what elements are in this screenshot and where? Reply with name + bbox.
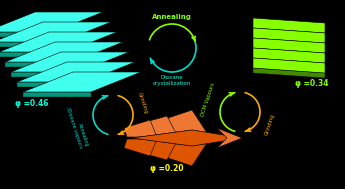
Polygon shape: [253, 18, 325, 33]
Polygon shape: [253, 38, 325, 48]
Polygon shape: [253, 68, 325, 78]
Text: Annealing: Annealing: [152, 14, 192, 20]
Text: DCM Vapours: DCM Vapours: [200, 83, 216, 118]
Polygon shape: [17, 62, 135, 82]
Text: φ =0.34: φ =0.34: [295, 78, 328, 88]
Polygon shape: [124, 139, 157, 156]
Polygon shape: [17, 82, 85, 87]
Polygon shape: [0, 32, 117, 52]
Polygon shape: [0, 12, 103, 32]
Polygon shape: [167, 143, 207, 154]
Polygon shape: [253, 28, 325, 43]
Polygon shape: [253, 28, 325, 38]
Polygon shape: [253, 38, 325, 53]
Polygon shape: [145, 125, 177, 135]
Text: Grinding: Grinding: [264, 112, 276, 136]
Polygon shape: [217, 128, 242, 148]
Polygon shape: [253, 58, 325, 68]
Polygon shape: [126, 129, 157, 137]
Polygon shape: [0, 22, 111, 42]
Polygon shape: [0, 52, 67, 57]
Text: φ =0.46: φ =0.46: [15, 98, 49, 108]
Polygon shape: [145, 141, 177, 150]
Polygon shape: [162, 110, 207, 133]
Polygon shape: [142, 141, 177, 160]
Polygon shape: [5, 62, 73, 67]
Polygon shape: [253, 48, 325, 63]
Polygon shape: [167, 122, 207, 133]
Polygon shape: [126, 139, 157, 147]
Text: Annealing
/Dioxane vapours: Annealing /Dioxane vapours: [66, 105, 89, 149]
Polygon shape: [132, 130, 242, 146]
Polygon shape: [0, 42, 61, 47]
Polygon shape: [162, 143, 207, 166]
Polygon shape: [253, 58, 325, 73]
Polygon shape: [132, 130, 242, 146]
Text: Dioxane
crystallization: Dioxane crystallization: [153, 75, 191, 86]
Text: Grinding: Grinding: [137, 91, 149, 115]
Polygon shape: [124, 120, 157, 137]
Polygon shape: [0, 32, 53, 37]
Polygon shape: [142, 116, 177, 135]
Polygon shape: [23, 72, 141, 92]
Polygon shape: [5, 42, 123, 62]
Polygon shape: [11, 52, 129, 72]
Text: φ =0.20: φ =0.20: [150, 164, 184, 173]
Polygon shape: [11, 72, 79, 77]
Polygon shape: [253, 48, 325, 58]
Polygon shape: [23, 92, 91, 97]
